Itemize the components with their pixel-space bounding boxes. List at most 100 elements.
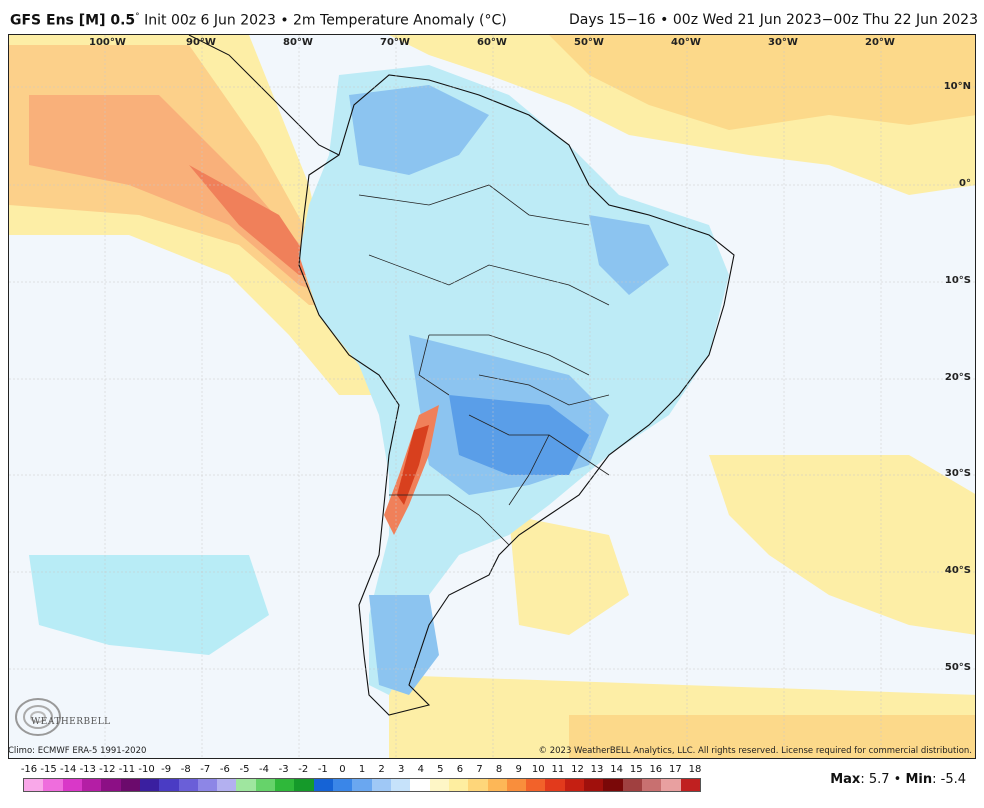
- colorbar-swatch: [275, 779, 295, 791]
- colorbar-swatch: [24, 779, 44, 791]
- colorbar-label: -14: [60, 764, 77, 775]
- colorbar-swatch: [352, 779, 372, 791]
- central-america-coastline: [188, 35, 340, 156]
- colorbar-swatch: [448, 779, 469, 791]
- colorbar-label: 15: [629, 764, 643, 775]
- lon-label-20w: 20°W: [865, 37, 895, 48]
- colorbar-swatch: [178, 779, 198, 791]
- colorbar-label: -3: [278, 764, 289, 775]
- max-min-readout: Max: 5.7 • Min: -5.4: [830, 772, 966, 787]
- colorbar-swatch: [120, 779, 140, 791]
- lon-label-100w: 100°W: [89, 37, 126, 48]
- warm-anomaly-pacific-core: [29, 95, 329, 295]
- colorbar-swatch: [487, 779, 507, 791]
- colorbar-swatch: [255, 779, 276, 791]
- cool-anomaly-colombia: [349, 85, 489, 175]
- map-canvas: [9, 35, 975, 758]
- min-label: Min: [905, 772, 933, 787]
- max-value: : 5.7 •: [860, 772, 906, 787]
- model-name: GFS Ens [M] 0.5: [10, 12, 136, 29]
- colorbar-label: -2: [298, 764, 309, 775]
- colorbar-label: 10: [531, 764, 545, 775]
- warm-anomaly-argentina-coast: [509, 515, 629, 635]
- colorbar-swatch: [661, 779, 681, 791]
- colorbar-label: 9: [515, 764, 522, 775]
- colorbar-swatch: [139, 779, 160, 791]
- colorbar-swatch: [526, 779, 546, 791]
- lat-label-40s: 40°S: [944, 565, 971, 576]
- colorbar-label: 6: [456, 764, 464, 775]
- warm-anomaly-southern-ocean-core: [569, 715, 975, 758]
- colorbar-label: 2: [378, 764, 385, 775]
- map-title: GFS Ens [M] 0.5° Init 00z 6 Jun 2023 • 2…: [10, 12, 507, 29]
- valid-time: Days 15−16 • 00z Wed 21 Jun 2023−00z Thu…: [568, 12, 978, 28]
- colorbar-label: -8: [180, 764, 191, 775]
- lon-label-90w: 90°W: [186, 37, 216, 48]
- colorbar-label: 7: [476, 764, 483, 775]
- lon-label-60w: 60°W: [477, 37, 507, 48]
- lat-label-0: 0°: [959, 178, 971, 189]
- graticule: [9, 35, 975, 758]
- colorbar-swatch: [159, 779, 179, 791]
- colorbar-swatch: [236, 779, 256, 791]
- colorbar-swatch: [410, 779, 430, 791]
- colorbar-swatches: [23, 778, 701, 792]
- lat-label-10n: 10°N: [943, 81, 971, 92]
- colorbar-swatch: [680, 779, 700, 791]
- colorbar-label: 12: [571, 764, 584, 775]
- colorbar-label: 3: [397, 764, 405, 775]
- lat-label-10s: 10°S: [944, 275, 971, 286]
- warm-anomaly-andes-core: [397, 425, 429, 505]
- colorbar-swatch: [217, 779, 237, 791]
- colorbar-legend: -16 -15 -14 -13 -12 -11 -10 -9 -8 -7 -6 -5 -4 -3 -2 -1 0…: [20, 764, 702, 794]
- colorbar-label: 1: [358, 764, 366, 775]
- colorbar-label: 13: [590, 764, 604, 775]
- colorbar-swatch: [545, 779, 565, 791]
- colorbar-label: 17: [669, 764, 682, 775]
- colorbar-label: -6: [219, 764, 230, 775]
- weatherbell-logo: WEATHERBELL: [13, 695, 110, 740]
- colorbar-label: -16: [20, 764, 38, 775]
- colorbar-swatch: [62, 779, 82, 791]
- colorbar-label: -4: [259, 764, 270, 775]
- warm-anomaly-south-atlantic: [709, 455, 975, 635]
- header: GFS Ens [M] 0.5° Init 00z 6 Jun 2023 • 2…: [0, 0, 984, 34]
- colorbar-label: 16: [649, 764, 663, 775]
- lat-label-50s: 50°S: [944, 662, 971, 673]
- colorbar-swatch: [468, 779, 488, 791]
- max-label: Max: [830, 772, 861, 787]
- lat-label-30s: 30°S: [944, 468, 971, 479]
- colorbar-label: 4: [417, 764, 424, 775]
- lon-label-30w: 30°W: [768, 37, 798, 48]
- colorbar-label: 18: [688, 764, 702, 775]
- colorbar-label: -5: [239, 764, 250, 775]
- colorbar-swatch: [101, 779, 121, 791]
- colorbar-swatch: [584, 779, 604, 791]
- colorbar-label: 8: [495, 764, 503, 775]
- colorbar-swatch: [642, 779, 662, 791]
- cool-anomaly-patagonia: [369, 595, 439, 695]
- colorbar-swatch: [43, 779, 63, 791]
- colorbar-swatch: [81, 779, 102, 791]
- colorbar-swatch: [294, 779, 314, 791]
- colorbar-swatch: [429, 779, 449, 791]
- colorbar-label: -1: [317, 764, 328, 775]
- init-text: Init 00z 6 Jun 2023 • 2m Temperature Ano…: [139, 12, 507, 29]
- colorbar-label: 5: [437, 764, 444, 775]
- cool-anomaly-brazil-north: [589, 215, 669, 295]
- warm-anomaly-peru-coast: [189, 165, 319, 275]
- degree-sign: °: [135, 12, 140, 22]
- colorbar-label: -15: [40, 764, 57, 775]
- logo-swirl-icon: [15, 698, 61, 736]
- colorbar-swatch: [603, 779, 623, 791]
- colorbar-label: -7: [200, 764, 211, 775]
- colorbar-label: -9: [161, 764, 172, 775]
- colorbar-label: -11: [118, 764, 136, 775]
- lon-label-50w: 50°W: [574, 37, 604, 48]
- colorbar-swatch: [313, 779, 333, 791]
- colorbar-label: -12: [99, 764, 116, 775]
- min-value: : -5.4: [932, 772, 966, 787]
- colorbar-label: -10: [138, 764, 155, 775]
- cool-anomaly-south-pacific: [29, 555, 269, 655]
- lat-label-20s: 20°S: [944, 372, 971, 383]
